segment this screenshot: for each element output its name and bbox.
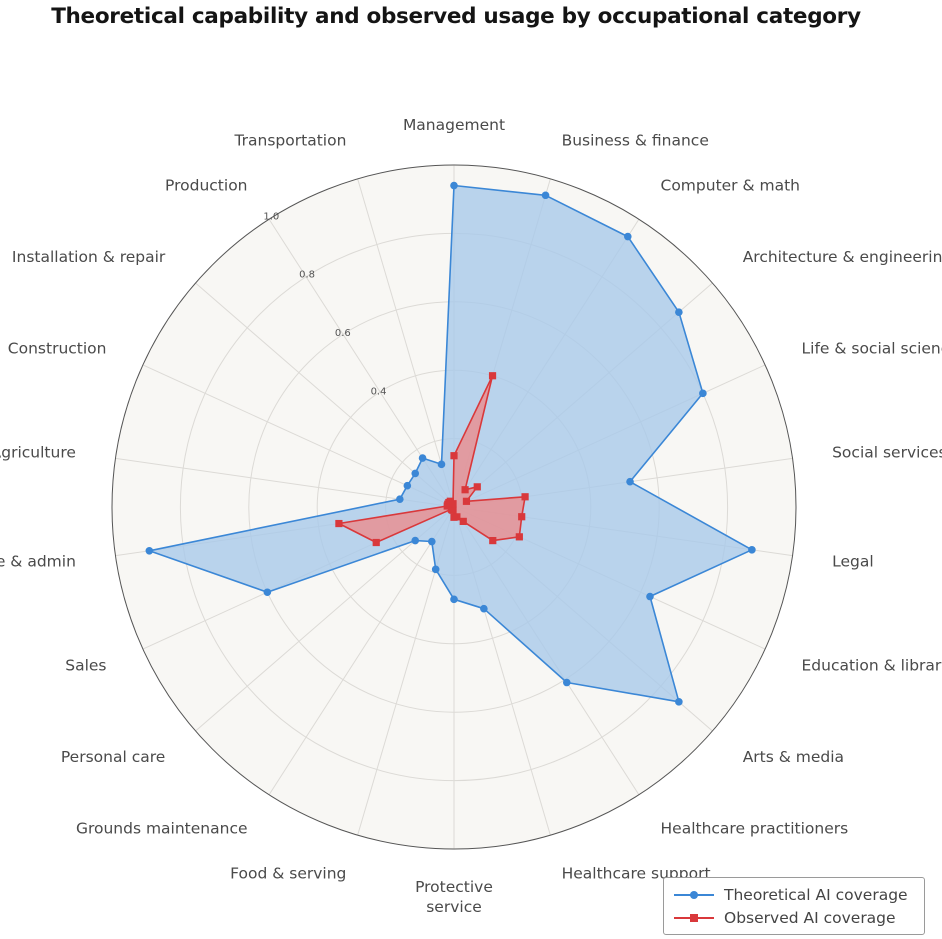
theoretical-point xyxy=(418,454,427,462)
category-label: Food & serving xyxy=(230,865,346,883)
theoretical-point xyxy=(480,604,488,613)
category-label: Office & admin xyxy=(0,552,76,570)
radial-tick-labels: 0.4 0.6 0.8 1.0 xyxy=(263,211,386,397)
grid-spoke xyxy=(195,282,455,508)
theoretical-point xyxy=(437,460,446,469)
category-label: Business & finance xyxy=(562,132,709,150)
grid-spoke xyxy=(357,178,455,508)
legend-item-theoretical: Theoretical AI coverage xyxy=(672,884,908,906)
category-label: Management xyxy=(403,116,505,134)
radial-tick-label: 1.0 xyxy=(263,211,279,222)
outer-ring-circle xyxy=(111,164,797,850)
theoretical-point xyxy=(675,698,683,706)
observed-point xyxy=(335,519,343,528)
observed-point xyxy=(473,483,481,491)
theoretical-point xyxy=(431,565,440,574)
theoretical-point xyxy=(263,588,272,597)
category-labels: Management Business & finance Computer & m… xyxy=(0,116,942,916)
legend: Theoretical AI coverage Observed AI cove… xyxy=(663,877,925,935)
series-observed xyxy=(335,372,529,547)
theoretical-point xyxy=(145,547,154,555)
theoretical-point xyxy=(562,678,571,687)
legend-item-observed: Observed AI coverage xyxy=(672,907,896,929)
observed-point xyxy=(518,513,526,521)
observed-point xyxy=(462,497,471,505)
category-label: Production xyxy=(165,177,247,195)
observed-point xyxy=(515,533,523,541)
grid-spoke xyxy=(142,364,455,508)
observed-point xyxy=(461,486,469,494)
observed-point xyxy=(459,517,467,525)
theoretical-point xyxy=(396,495,404,504)
legend-label-observed: Observed AI coverage xyxy=(724,909,896,927)
legend-swatch-observed xyxy=(674,914,714,922)
theoretical-point xyxy=(450,181,458,190)
category-label: Protective service xyxy=(415,878,493,916)
theoretical-point xyxy=(411,536,420,545)
outer-ring xyxy=(111,164,797,850)
legend-swatch-theoretical xyxy=(674,891,714,899)
theoretical-point xyxy=(541,191,550,200)
theoretical-point xyxy=(699,389,707,398)
category-label: Grounds maintenance xyxy=(76,819,248,837)
observed-point xyxy=(489,536,497,545)
category-label: Computer & math xyxy=(661,177,801,195)
category-label: Architecture & engineering xyxy=(743,248,942,266)
chart-title: Theoretical capability and observed usag… xyxy=(51,4,861,29)
observed-point xyxy=(449,500,457,508)
observed-point xyxy=(372,538,380,547)
category-label: Transportation xyxy=(233,132,346,150)
observed-point xyxy=(450,513,458,521)
theoretical-point xyxy=(675,308,683,316)
category-label: Agriculture xyxy=(0,444,76,462)
radial-tick-label: 0.8 xyxy=(299,270,315,281)
observed-point xyxy=(450,452,458,460)
series-theoretical xyxy=(145,181,756,706)
category-label: Sales xyxy=(65,657,106,675)
category-label: Personal care xyxy=(61,748,165,766)
radial-tick-label: 0.4 xyxy=(371,386,387,397)
radial-tick-label: 0.6 xyxy=(335,328,351,339)
category-label: Construction xyxy=(8,339,107,357)
category-label: Education & library xyxy=(802,657,942,675)
legend-label-theoretical: Theoretical AI coverage xyxy=(724,886,908,904)
category-label: Legal xyxy=(832,552,874,570)
theoretical-point xyxy=(646,592,654,601)
category-label: Social services xyxy=(832,444,942,462)
category-label: Healthcare practitioners xyxy=(661,819,849,837)
observed-point xyxy=(447,505,456,513)
category-label: Life & social sciences xyxy=(802,339,942,357)
grid-spoke xyxy=(195,506,455,732)
theoretical-point xyxy=(428,537,436,546)
theoretical-point xyxy=(411,469,420,478)
theoretical-point xyxy=(748,546,756,554)
observed-point xyxy=(488,372,497,380)
grid-spoke xyxy=(268,506,455,795)
theoretical-point xyxy=(403,481,412,490)
theoretical-point xyxy=(624,232,632,241)
category-label: Arts & media xyxy=(743,748,844,766)
theoretical-point xyxy=(450,595,458,604)
category-label: Installation & repair xyxy=(12,248,166,266)
theoretical-point xyxy=(626,477,634,486)
observed-point xyxy=(521,493,529,501)
